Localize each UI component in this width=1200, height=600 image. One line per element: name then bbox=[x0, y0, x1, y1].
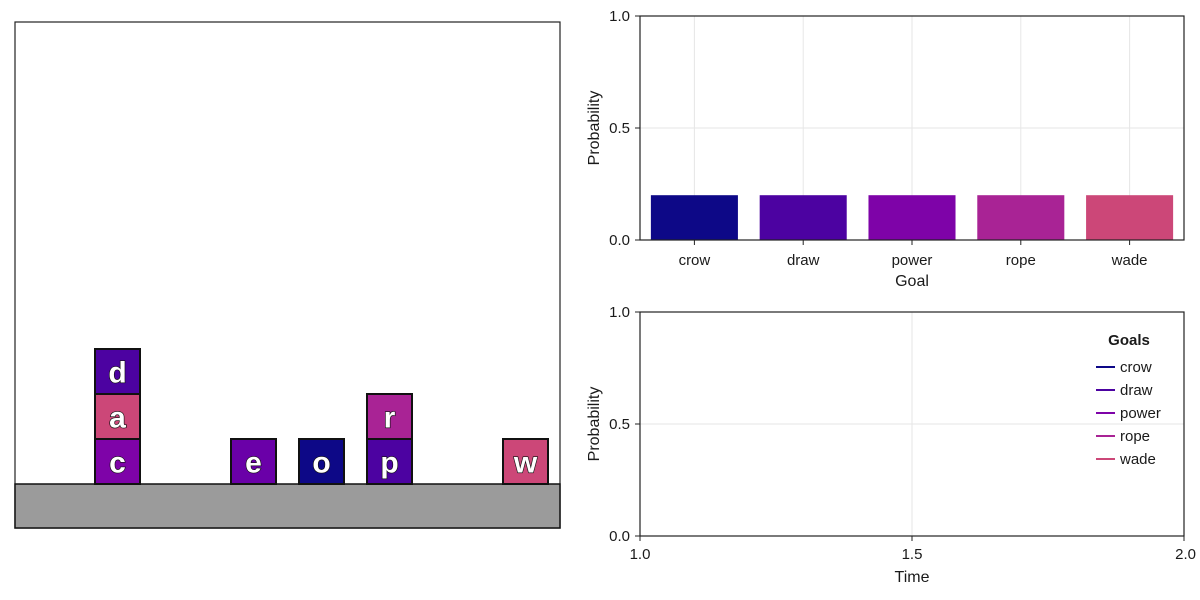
legend-label: power bbox=[1120, 405, 1161, 422]
legend-entry-power: power bbox=[1096, 405, 1161, 422]
block-c: c bbox=[94, 438, 141, 485]
block-letter: w bbox=[513, 447, 538, 480]
block-r: r bbox=[366, 393, 413, 440]
line-chart-grid bbox=[639, 311, 1185, 537]
bar-y-tick-label: 1.0 bbox=[609, 8, 630, 25]
bar-crow bbox=[650, 195, 738, 240]
bar-x-tick-label: rope bbox=[1006, 252, 1036, 269]
legend-entry-draw: draw bbox=[1096, 382, 1153, 399]
goal-probability-bar-chart: 0.0 0.5 1.0 crow draw power rope wade Goal Pro… bbox=[586, 8, 1185, 290]
block-face bbox=[298, 438, 345, 485]
line-chart-x-ticks: 1.0 1.5 2.0 bbox=[630, 536, 1196, 563]
block-letter: r bbox=[384, 402, 396, 435]
line-chart-y-axis-label: Probability bbox=[586, 387, 603, 462]
blocks-layer: cad e o pr w bbox=[94, 348, 549, 485]
bar-x-tick-label: wade bbox=[1111, 252, 1148, 269]
block-e: e bbox=[230, 438, 277, 485]
block-letter: d bbox=[108, 357, 126, 390]
block-letter: e bbox=[245, 447, 262, 480]
bar-power bbox=[868, 195, 956, 240]
legend-label: crow bbox=[1120, 359, 1152, 376]
bar-draw bbox=[759, 195, 847, 240]
blocks-world-panel: cad e o pr w bbox=[14, 21, 561, 529]
bar-chart-x-axis-label: Goal bbox=[895, 273, 929, 290]
block-face bbox=[94, 438, 141, 485]
bar-rope bbox=[977, 195, 1065, 240]
legend-label: draw bbox=[1120, 382, 1153, 399]
table-surface bbox=[14, 483, 561, 529]
line-x-tick-label: 2.0 bbox=[1175, 546, 1196, 563]
line-x-tick-label: 1.0 bbox=[630, 546, 651, 563]
block-face bbox=[502, 438, 549, 485]
line-chart-y-ticks: 0.0 0.5 1.0 bbox=[609, 304, 640, 545]
bar-x-tick-label: crow bbox=[679, 252, 711, 269]
line-y-tick-label: 0.0 bbox=[609, 528, 630, 545]
block-d: d bbox=[94, 348, 141, 395]
bar-chart-bars bbox=[650, 195, 1174, 240]
bar-x-tick-label: power bbox=[892, 252, 933, 269]
legend-entry-wade: wade bbox=[1096, 451, 1156, 468]
block-face bbox=[94, 348, 141, 395]
block-a: a bbox=[94, 393, 141, 440]
line-y-tick-label: 1.0 bbox=[609, 304, 630, 321]
block-o: o bbox=[298, 438, 345, 485]
legend-label: rope bbox=[1120, 428, 1150, 445]
block-face bbox=[366, 438, 413, 485]
block-letter: c bbox=[109, 447, 126, 480]
block-letter: p bbox=[380, 447, 398, 480]
bar-chart-y-axis-label: Probability bbox=[586, 91, 603, 166]
block-face bbox=[366, 393, 413, 440]
block-letter: o bbox=[312, 447, 330, 480]
goal-probability-time-chart: 0.0 0.5 1.0 1.0 1.5 2.0 Time Probability Goa… bbox=[586, 304, 1196, 586]
legend-entries: crow draw power rope wade bbox=[1096, 359, 1161, 468]
bar-y-tick-label: 0.5 bbox=[609, 120, 630, 137]
line-x-tick-label: 1.5 bbox=[902, 546, 923, 563]
bar-chart-x-ticks: crow draw power rope wade bbox=[679, 240, 1148, 269]
block-p: p bbox=[366, 438, 413, 485]
block-w: w bbox=[502, 438, 549, 485]
bar-chart-y-ticks: 0.0 0.5 1.0 bbox=[609, 8, 640, 249]
line-y-tick-label: 0.5 bbox=[609, 416, 630, 433]
bar-wade bbox=[1086, 195, 1174, 240]
goals-legend: Goals crow draw power rope wade bbox=[1096, 332, 1161, 468]
legend-entry-rope: rope bbox=[1096, 428, 1150, 445]
legend-entry-crow: crow bbox=[1096, 359, 1152, 376]
bar-x-tick-label: draw bbox=[787, 252, 820, 269]
line-chart-x-axis-label: Time bbox=[895, 569, 930, 586]
block-letter: a bbox=[109, 402, 126, 435]
block-face bbox=[94, 393, 141, 440]
legend-label: wade bbox=[1119, 451, 1156, 468]
bar-y-tick-label: 0.0 bbox=[609, 232, 630, 249]
legend-title: Goals bbox=[1108, 332, 1150, 349]
block-face bbox=[230, 438, 277, 485]
